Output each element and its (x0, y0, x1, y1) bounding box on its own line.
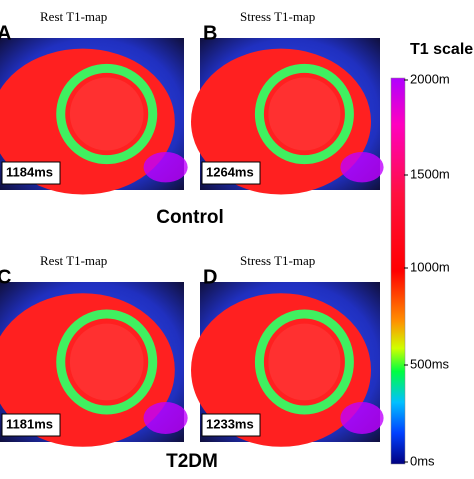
group-label: Control (156, 207, 224, 228)
panel-letter: D (203, 266, 217, 288)
myocardium-ring (56, 63, 158, 165)
blood-pool (268, 323, 341, 401)
blood-pool (268, 77, 341, 151)
panel-title: Stress T1-map (240, 9, 315, 24)
panel-letter: C (0, 266, 11, 288)
panel-letter: B (203, 22, 217, 44)
value-label: 1264ms (206, 164, 254, 179)
value-label: 1181ms (6, 416, 53, 431)
colorbar-tick-label: 1000m (410, 259, 450, 274)
colorbar-tick-label: 500ms (410, 356, 450, 371)
value-box (201, 413, 261, 437)
value-box (1, 161, 61, 185)
myocardium-ring (254, 309, 354, 415)
myocardium-ring (254, 63, 354, 165)
highlight (143, 152, 188, 183)
colorbar-tick-label: 1500m (410, 166, 450, 181)
value-box (201, 161, 261, 185)
panel-letter: A (0, 22, 11, 44)
group-label: T2DM (166, 451, 218, 472)
highlight (143, 402, 188, 434)
panel-title: Rest T1-map (40, 253, 107, 268)
blood-pool (69, 323, 144, 401)
highlight (340, 152, 384, 183)
colorbar-tick-label: 0ms (410, 453, 435, 468)
colorbar (390, 77, 406, 465)
colorbar-title: T1 scale (410, 41, 473, 58)
myocardium-ring (56, 309, 158, 415)
panel-title: Stress T1-map (240, 253, 315, 268)
value-box (1, 413, 61, 437)
panel-title: Rest T1-map (40, 9, 107, 24)
mri-image (0, 282, 188, 447)
blood-pool (69, 77, 144, 151)
colorbar-tick-label: 2000m (410, 71, 450, 86)
value-label: 1233ms (206, 416, 254, 431)
highlight (340, 402, 384, 434)
value-label: 1184ms (6, 164, 53, 179)
